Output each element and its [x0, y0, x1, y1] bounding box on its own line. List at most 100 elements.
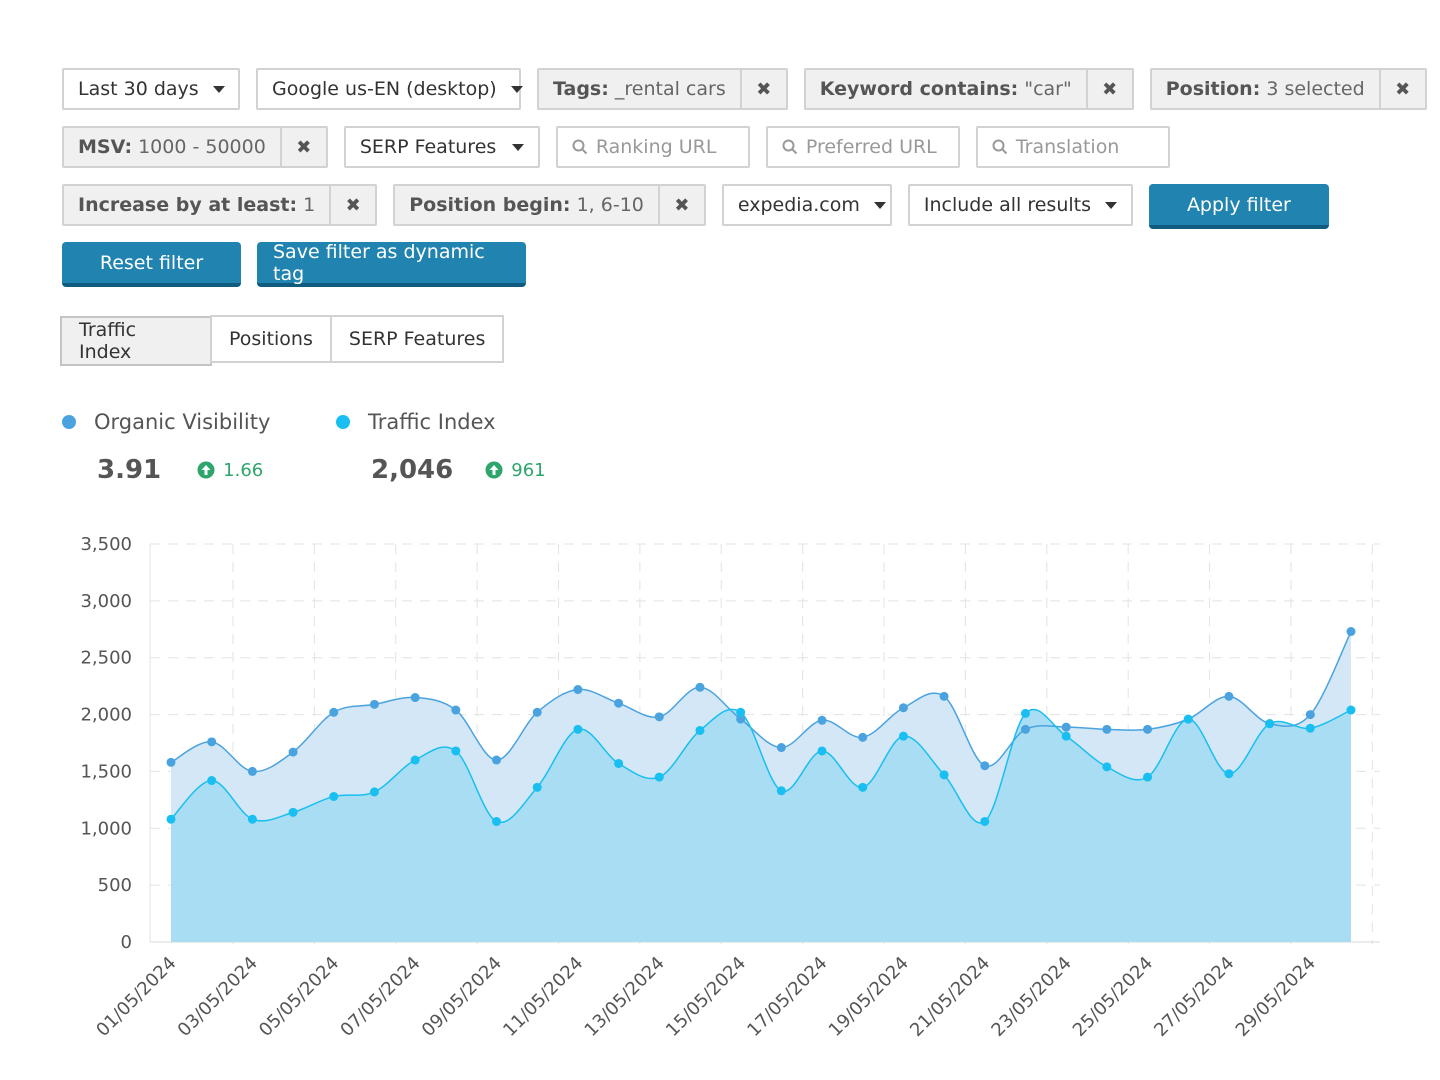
y-tick-label: 2,000 [80, 705, 132, 726]
domain-dropdown[interactable]: expedia.com [721, 184, 892, 226]
msv-filter-chip: MSV: 1000 - 50000 ✖ [62, 126, 328, 168]
metric-value: 3.91 [97, 455, 162, 485]
data-point [1143, 772, 1153, 782]
legend-organic-visibility[interactable]: Organic Visibility [62, 410, 270, 434]
chevron-down-icon [873, 201, 886, 209]
translation-input[interactable]: Translation [975, 126, 1170, 168]
data-point [695, 682, 705, 692]
tab-positions[interactable]: Positions [210, 315, 332, 363]
chip-value: 1000 - 50000 [138, 136, 266, 158]
translation-placeholder: Translation [1015, 136, 1120, 158]
x-tick-label: 01/05/2024 [92, 953, 180, 1041]
metric-delta: 1.66 [197, 460, 263, 481]
data-point [939, 691, 949, 701]
chip-key: Position begin: [409, 194, 571, 216]
data-point [1061, 731, 1071, 741]
y-tick-label: 3,500 [80, 534, 132, 555]
data-point [980, 761, 990, 771]
tab-traffic-index[interactable]: Traffic Index [60, 316, 212, 366]
data-point [898, 731, 908, 741]
legend-traffic-index[interactable]: Traffic Index [336, 410, 496, 434]
x-tick-label: 09/05/2024 [418, 953, 506, 1041]
data-point [614, 758, 624, 768]
reset-filter-button[interactable]: Reset filter [62, 242, 241, 287]
data-point [288, 747, 298, 757]
chevron-down-icon [510, 85, 523, 93]
chart-points [166, 627, 1356, 826]
data-point [532, 782, 542, 792]
data-point [1143, 724, 1153, 734]
traffic-index-dot-icon [336, 415, 350, 429]
x-tick-label: 15/05/2024 [662, 953, 750, 1041]
data-point [1305, 723, 1315, 733]
data-point [736, 714, 746, 724]
organic-visibility-metric: 3.91 1.66 [97, 455, 263, 485]
data-point [1183, 714, 1193, 724]
data-point [858, 732, 868, 742]
chip-key: Increase by at least: [78, 194, 298, 216]
data-point [451, 705, 461, 715]
chip-key: Keyword contains: [819, 78, 1019, 100]
ranking-url-placeholder: Ranking URL [595, 136, 717, 158]
data-point [532, 707, 542, 717]
data-point [410, 755, 420, 765]
data-point [1305, 710, 1315, 720]
results-label: Include all results [923, 194, 1091, 216]
date-range-dropdown[interactable]: Last 30 days [62, 68, 240, 110]
data-point [776, 786, 786, 796]
tab-serp-features[interactable]: SERP Features [329, 315, 505, 363]
legend-label: Traffic Index [368, 410, 496, 434]
x-tick-label: 11/05/2024 [499, 953, 587, 1041]
data-point [1102, 724, 1112, 734]
chevron-down-icon [212, 85, 225, 93]
chip-text: Tags: _rental cars [539, 78, 740, 100]
chip-key: Tags: [553, 78, 609, 100]
close-icon[interactable]: ✖ [739, 70, 786, 108]
serp-features-label: SERP Features [359, 136, 497, 158]
data-point [1020, 724, 1030, 734]
data-point [329, 707, 339, 717]
search-engine-label: Google us-EN (desktop) [272, 78, 497, 100]
data-point [858, 782, 868, 792]
close-icon[interactable]: ✖ [657, 186, 704, 224]
tags-filter-chip: Tags: _rental cars ✖ [537, 68, 788, 110]
metric-delta: 961 [485, 460, 546, 481]
close-icon[interactable]: ✖ [329, 186, 375, 224]
data-point [573, 724, 583, 734]
filter-row-1: Last 30 days Google us-EN (desktop) Tags… [62, 68, 1427, 110]
search-engine-dropdown[interactable]: Google us-EN (desktop) [256, 68, 523, 110]
data-point [736, 707, 746, 717]
data-point [939, 770, 949, 780]
save-dynamic-tag-button[interactable]: Save filter as dynamic tag [257, 241, 526, 287]
results-dropdown[interactable]: Include all results [907, 184, 1133, 226]
chip-key: Position: [1165, 78, 1261, 100]
data-point [247, 766, 257, 776]
preferred-url-input[interactable]: Preferred URL [765, 126, 960, 168]
y-axis-ticks: 0 500 1,000 1,500 2,000 2,500 3,000 3,500 [80, 534, 132, 953]
close-icon[interactable]: ✖ [1378, 70, 1425, 108]
data-point [654, 712, 664, 722]
y-tick-label: 3,000 [80, 591, 132, 612]
ranking-url-input[interactable]: Ranking URL [555, 126, 750, 168]
arrow-up-circle-icon [197, 461, 215, 479]
close-icon[interactable]: ✖ [1085, 70, 1132, 108]
data-point [410, 693, 420, 703]
data-point [776, 743, 786, 753]
data-point [1020, 708, 1030, 718]
data-point [1224, 691, 1234, 701]
data-point [1346, 705, 1356, 715]
data-point [654, 772, 664, 782]
y-tick-label: 1,500 [80, 761, 132, 782]
data-point [288, 807, 298, 817]
data-point [1224, 769, 1234, 779]
data-point [1346, 627, 1356, 637]
chart-areas [171, 631, 1351, 942]
data-point [329, 791, 339, 801]
chip-value: "car" [1024, 78, 1072, 100]
keyword-filter-chip: Keyword contains: "car" ✖ [803, 68, 1134, 110]
data-point [1102, 762, 1112, 772]
serp-features-dropdown[interactable]: SERP Features [343, 126, 540, 168]
apply-filter-button[interactable]: Apply filter [1148, 184, 1329, 229]
chip-value: 3 selected [1266, 78, 1365, 100]
close-icon[interactable]: ✖ [279, 128, 326, 166]
